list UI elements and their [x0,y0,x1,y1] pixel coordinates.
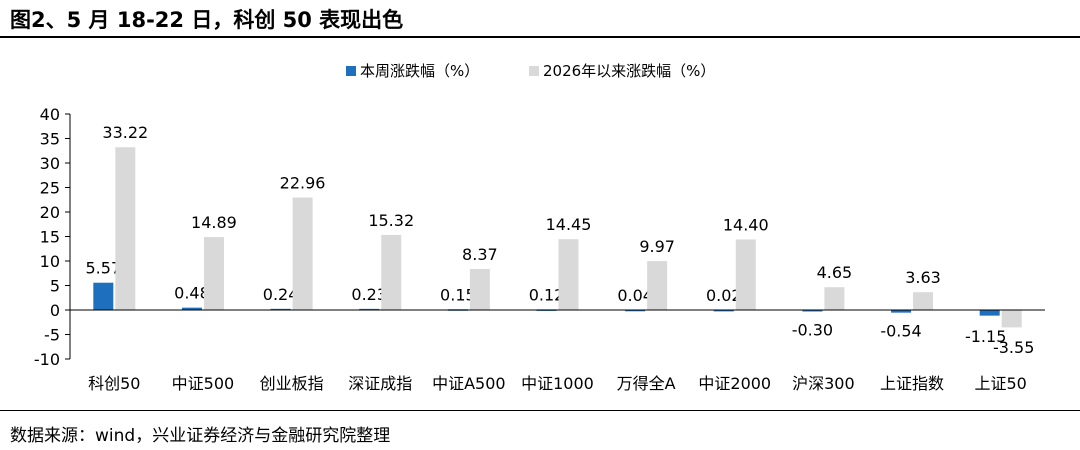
bar-label-ytd: 8.37 [462,245,498,264]
bar-label-weekly: 0.48 [174,284,210,303]
x-category-label: 万得全A [617,374,676,393]
x-category-label: 中证500 [172,374,235,393]
bar-label-ytd: 15.32 [368,211,414,230]
x-category-label: 深证成指 [348,374,412,393]
bar-label-weekly: 0.04 [617,286,653,305]
footer-divider [0,410,1080,411]
bar-weekly-change [713,309,734,312]
bar-label-weekly: -0.54 [880,322,921,341]
bar-weekly-change [802,310,823,312]
x-category-label: 中证2000 [698,374,771,393]
bar-ytd-change [735,239,756,310]
y-tick-label: 25 [40,179,60,198]
x-category-label: 上证指数 [880,374,944,393]
bar-label-ytd: -3.55 [993,338,1034,357]
bar-ytd-change [292,197,313,310]
bar-ytd-change [824,287,845,310]
bar-label-weekly: -1.15 [965,327,1006,346]
y-tick-label: 0 [50,301,60,320]
bar-label-weekly: 0.24 [263,285,299,304]
bar-label-ytd: 9.97 [639,237,675,256]
bar-label-weekly: 0.15 [440,285,476,304]
y-tick-label: 35 [40,130,60,149]
bar-label-weekly: 0.02 [706,286,742,305]
bar-label-ytd: 14.45 [546,215,592,234]
x-category-label: 创业板指 [260,374,324,393]
bar-label-weekly: 5.57 [86,259,122,278]
legend-swatch [529,66,539,76]
x-category-label: 科创50 [88,374,140,393]
bar-weekly-change [891,310,912,313]
bar-ytd-change [913,292,934,310]
y-tick-label: 20 [40,203,60,222]
x-category-label: 沪深300 [792,374,855,393]
legend-swatch [346,66,356,76]
x-category-label: 中证A500 [432,374,506,393]
source-note: 数据来源：wind，兴业证券经济与金融研究院整理 [10,426,391,446]
bar-label-ytd: 4.65 [817,263,853,282]
bar-ytd-change [1001,310,1022,328]
y-tick-label: 5 [50,277,60,296]
bar-label-weekly: 0.12 [529,285,565,304]
bar-ytd-change [469,268,490,310]
y-tick-label: -5 [44,326,60,345]
y-tick-label: 10 [40,252,60,271]
bar-label-ytd: 3.63 [905,268,941,287]
bar-ytd-change [203,237,224,310]
bar-weekly-change [979,310,1000,316]
bar-chart: -10 -5 0 5 10 15 20 25 30 35 40 5.57 33.22 科创50 0.48 14… [34,62,1045,393]
y-tick-label: 15 [40,228,60,247]
bar-ytd-change [647,261,668,310]
title-divider [0,36,1080,38]
bar-ytd-change [381,234,402,310]
bar-label-ytd: 14.89 [191,213,237,232]
x-category-label: 中证1000 [521,374,594,393]
bar-label-weekly: 0.23 [351,285,387,304]
chart-title: 图2、5 月 18-22 日，科创 50 表现出色 [10,8,404,32]
bar-weekly-change [625,309,646,312]
bar-ytd-change [115,147,136,310]
y-tick-label: 30 [40,154,60,173]
y-tick-label: 40 [40,105,60,124]
bar-label-ytd: 33.22 [102,123,148,142]
bar-ytd-change [558,239,579,310]
bar-label-ytd: 22.96 [280,173,326,192]
legend-label: 2026年以来涨跌幅（%） [543,62,715,80]
y-tick-label: -10 [34,350,60,369]
bar-weekly-change [181,307,202,310]
legend-label: 本周涨跌幅（%） [360,62,479,80]
bar-label-weekly: -0.30 [792,320,833,339]
bar-weekly-change [93,282,114,310]
bar-label-ytd: 14.40 [723,215,769,234]
x-category-label: 上证50 [974,374,1026,393]
